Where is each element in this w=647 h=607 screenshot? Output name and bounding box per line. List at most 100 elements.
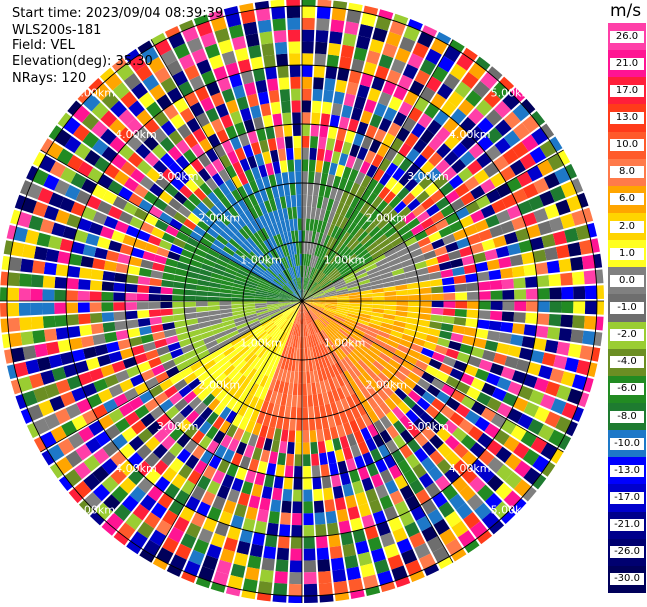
- range-gate: [226, 264, 239, 273]
- range-gate: [302, 312, 305, 325]
- range-gate: [77, 217, 93, 232]
- range-gate: [206, 440, 220, 455]
- range-gate: [320, 464, 330, 477]
- range-gate: [270, 101, 281, 115]
- range-gate: [83, 473, 101, 491]
- range-gate: [549, 136, 563, 152]
- range-gate: [391, 406, 405, 420]
- range-gate: [266, 402, 275, 415]
- range-gate: [152, 331, 166, 341]
- range-gate: [359, 313, 372, 319]
- range-gate: [274, 125, 284, 138]
- range-gate: [141, 46, 159, 64]
- range-gate: [274, 277, 285, 287]
- range-gate: [430, 93, 447, 110]
- range-gate: [357, 342, 369, 353]
- range-gate: [379, 429, 392, 444]
- range-ring-label: 2.00km: [199, 378, 241, 391]
- range-gate: [283, 333, 290, 346]
- range-gate: [306, 383, 312, 396]
- range-gate: [206, 544, 222, 560]
- range-gate: [255, 79, 268, 94]
- range-gate: [378, 352, 392, 363]
- colorbar-label: -17.0: [610, 492, 644, 504]
- range-gate: [22, 390, 38, 407]
- range-gate: [316, 244, 323, 257]
- range-gate: [195, 306, 209, 313]
- range-gate: [252, 343, 263, 354]
- range-gate: [302, 407, 309, 419]
- range-gate: [198, 274, 211, 282]
- range-gate: [312, 321, 320, 333]
- range-gate: [423, 341, 437, 351]
- range-gate: [392, 527, 408, 543]
- range-gate: [465, 318, 479, 328]
- range-gate: [302, 53, 314, 66]
- range-gate: [456, 502, 473, 520]
- range-gate: [161, 279, 174, 288]
- range-gate: [191, 253, 205, 263]
- range-gate: [308, 281, 317, 292]
- range-gate: [337, 460, 348, 474]
- range-gate: [289, 418, 296, 431]
- range-gate: [236, 96, 249, 111]
- range-gate: [550, 448, 564, 464]
- range-gate: [340, 531, 354, 546]
- range-gate: [470, 346, 485, 359]
- range-gate: [233, 339, 245, 350]
- range-gate: [549, 185, 566, 202]
- range-gate: [331, 239, 341, 252]
- range-gate: [384, 397, 397, 411]
- range-gate: [249, 543, 264, 558]
- range-gate: [441, 277, 455, 286]
- range-gate: [316, 332, 324, 344]
- range-gate: [274, 315, 285, 325]
- range-gate: [201, 330, 214, 340]
- range-gate: [420, 243, 434, 254]
- range-gate: [407, 288, 420, 295]
- range-gate: [291, 100, 301, 113]
- range-gate: [272, 222, 280, 235]
- range-gate: [427, 327, 441, 337]
- range-gate: [335, 311, 347, 318]
- range-gate: [310, 284, 320, 294]
- range-gate: [217, 459, 231, 474]
- range-gate: [389, 20, 406, 36]
- range-gate: [321, 280, 332, 289]
- range-gate: [212, 416, 225, 430]
- range-ring-label: 1.00km: [240, 337, 282, 350]
- range-gate: [397, 365, 411, 377]
- range-gate: [232, 286, 245, 292]
- range-gate: [379, 326, 392, 335]
- range-gate: [240, 330, 253, 340]
- range-gate: [474, 416, 491, 432]
- range-gate: [379, 415, 393, 430]
- range-gate: [269, 250, 279, 262]
- range-gate: [340, 471, 351, 486]
- range-gate: [324, 499, 336, 513]
- range-gate: [279, 196, 287, 209]
- range-gate: [127, 152, 144, 168]
- range-gate: [175, 543, 192, 560]
- range-gate: [266, 301, 279, 303]
- range-gate: [397, 224, 411, 237]
- range-gate: [254, 217, 264, 230]
- range-gate: [207, 364, 220, 376]
- range-gate: [522, 486, 537, 502]
- range-gate: [533, 337, 547, 351]
- range-gate: [331, 364, 340, 377]
- range-gate: [418, 353, 432, 365]
- range-gate: [327, 223, 336, 237]
- range-gate: [450, 332, 464, 343]
- range-gate: [412, 463, 427, 479]
- range-gate: [220, 196, 232, 210]
- range-gate: [357, 551, 373, 567]
- range-gate: [536, 275, 550, 288]
- range-gate: [221, 474, 235, 489]
- range-gate: [343, 93, 356, 107]
- range-gate: [264, 376, 273, 390]
- range-gate: [346, 236, 357, 249]
- range-gate: [383, 309, 396, 316]
- range-gate: [340, 372, 350, 385]
- range-gate: [210, 532, 226, 548]
